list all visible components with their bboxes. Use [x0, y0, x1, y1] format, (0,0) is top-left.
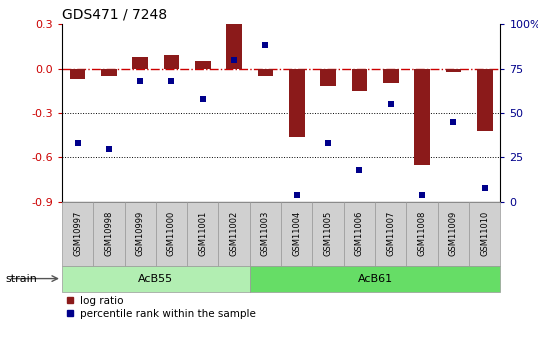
Bar [195, 61, 211, 69]
Bar [289, 69, 305, 137]
Point [449, 119, 458, 125]
Text: GSM10999: GSM10999 [136, 211, 145, 256]
Point [293, 192, 301, 197]
Bar [438, 202, 469, 266]
Point [230, 57, 238, 62]
Bar [218, 202, 250, 266]
Bar [226, 24, 242, 69]
Text: strain: strain [5, 274, 37, 284]
Point [199, 96, 207, 101]
Bar [281, 202, 313, 266]
Bar [62, 202, 93, 266]
Text: GSM11006: GSM11006 [355, 211, 364, 256]
Legend: log ratio, percentile rank within the sample: log ratio, percentile rank within the sa… [62, 292, 260, 323]
Point [355, 167, 364, 172]
Bar [383, 69, 399, 83]
Bar [477, 69, 492, 131]
Text: AcB55: AcB55 [138, 274, 173, 284]
Bar [375, 202, 406, 266]
Bar [313, 202, 344, 266]
Text: GSM11007: GSM11007 [386, 211, 395, 256]
Bar [132, 57, 148, 69]
Point [104, 146, 113, 151]
Bar [187, 202, 218, 266]
Bar [70, 69, 86, 79]
Text: GSM11009: GSM11009 [449, 211, 458, 256]
Text: GSM11001: GSM11001 [199, 211, 207, 256]
Bar [124, 202, 156, 266]
Point [261, 43, 270, 48]
Point [73, 140, 82, 146]
Bar [351, 69, 367, 91]
Bar [156, 202, 187, 266]
Text: GSM11004: GSM11004 [292, 211, 301, 256]
Point [167, 78, 176, 84]
Bar [445, 69, 461, 71]
Text: GSM11003: GSM11003 [261, 211, 270, 256]
Bar [406, 202, 438, 266]
Bar [101, 69, 117, 76]
Bar [414, 69, 430, 165]
Text: GSM11000: GSM11000 [167, 211, 176, 256]
Bar [250, 202, 281, 266]
Point [417, 192, 426, 197]
Bar [258, 69, 273, 76]
Text: GSM10997: GSM10997 [73, 211, 82, 256]
Text: GSM11008: GSM11008 [417, 211, 427, 256]
Bar [164, 55, 179, 69]
Text: GSM11002: GSM11002 [230, 211, 239, 256]
Bar [62, 266, 250, 292]
Bar [320, 69, 336, 86]
Bar [344, 202, 375, 266]
Text: GSM11005: GSM11005 [323, 211, 332, 256]
Text: GSM10998: GSM10998 [104, 211, 114, 256]
Text: GSM11010: GSM11010 [480, 211, 489, 256]
Point [136, 78, 145, 84]
Point [386, 101, 395, 107]
Point [480, 185, 489, 190]
Bar [250, 266, 500, 292]
Bar [93, 202, 124, 266]
Text: GDS471 / 7248: GDS471 / 7248 [62, 8, 167, 22]
Point [324, 140, 332, 146]
Bar [469, 202, 500, 266]
Text: AcB61: AcB61 [357, 274, 393, 284]
